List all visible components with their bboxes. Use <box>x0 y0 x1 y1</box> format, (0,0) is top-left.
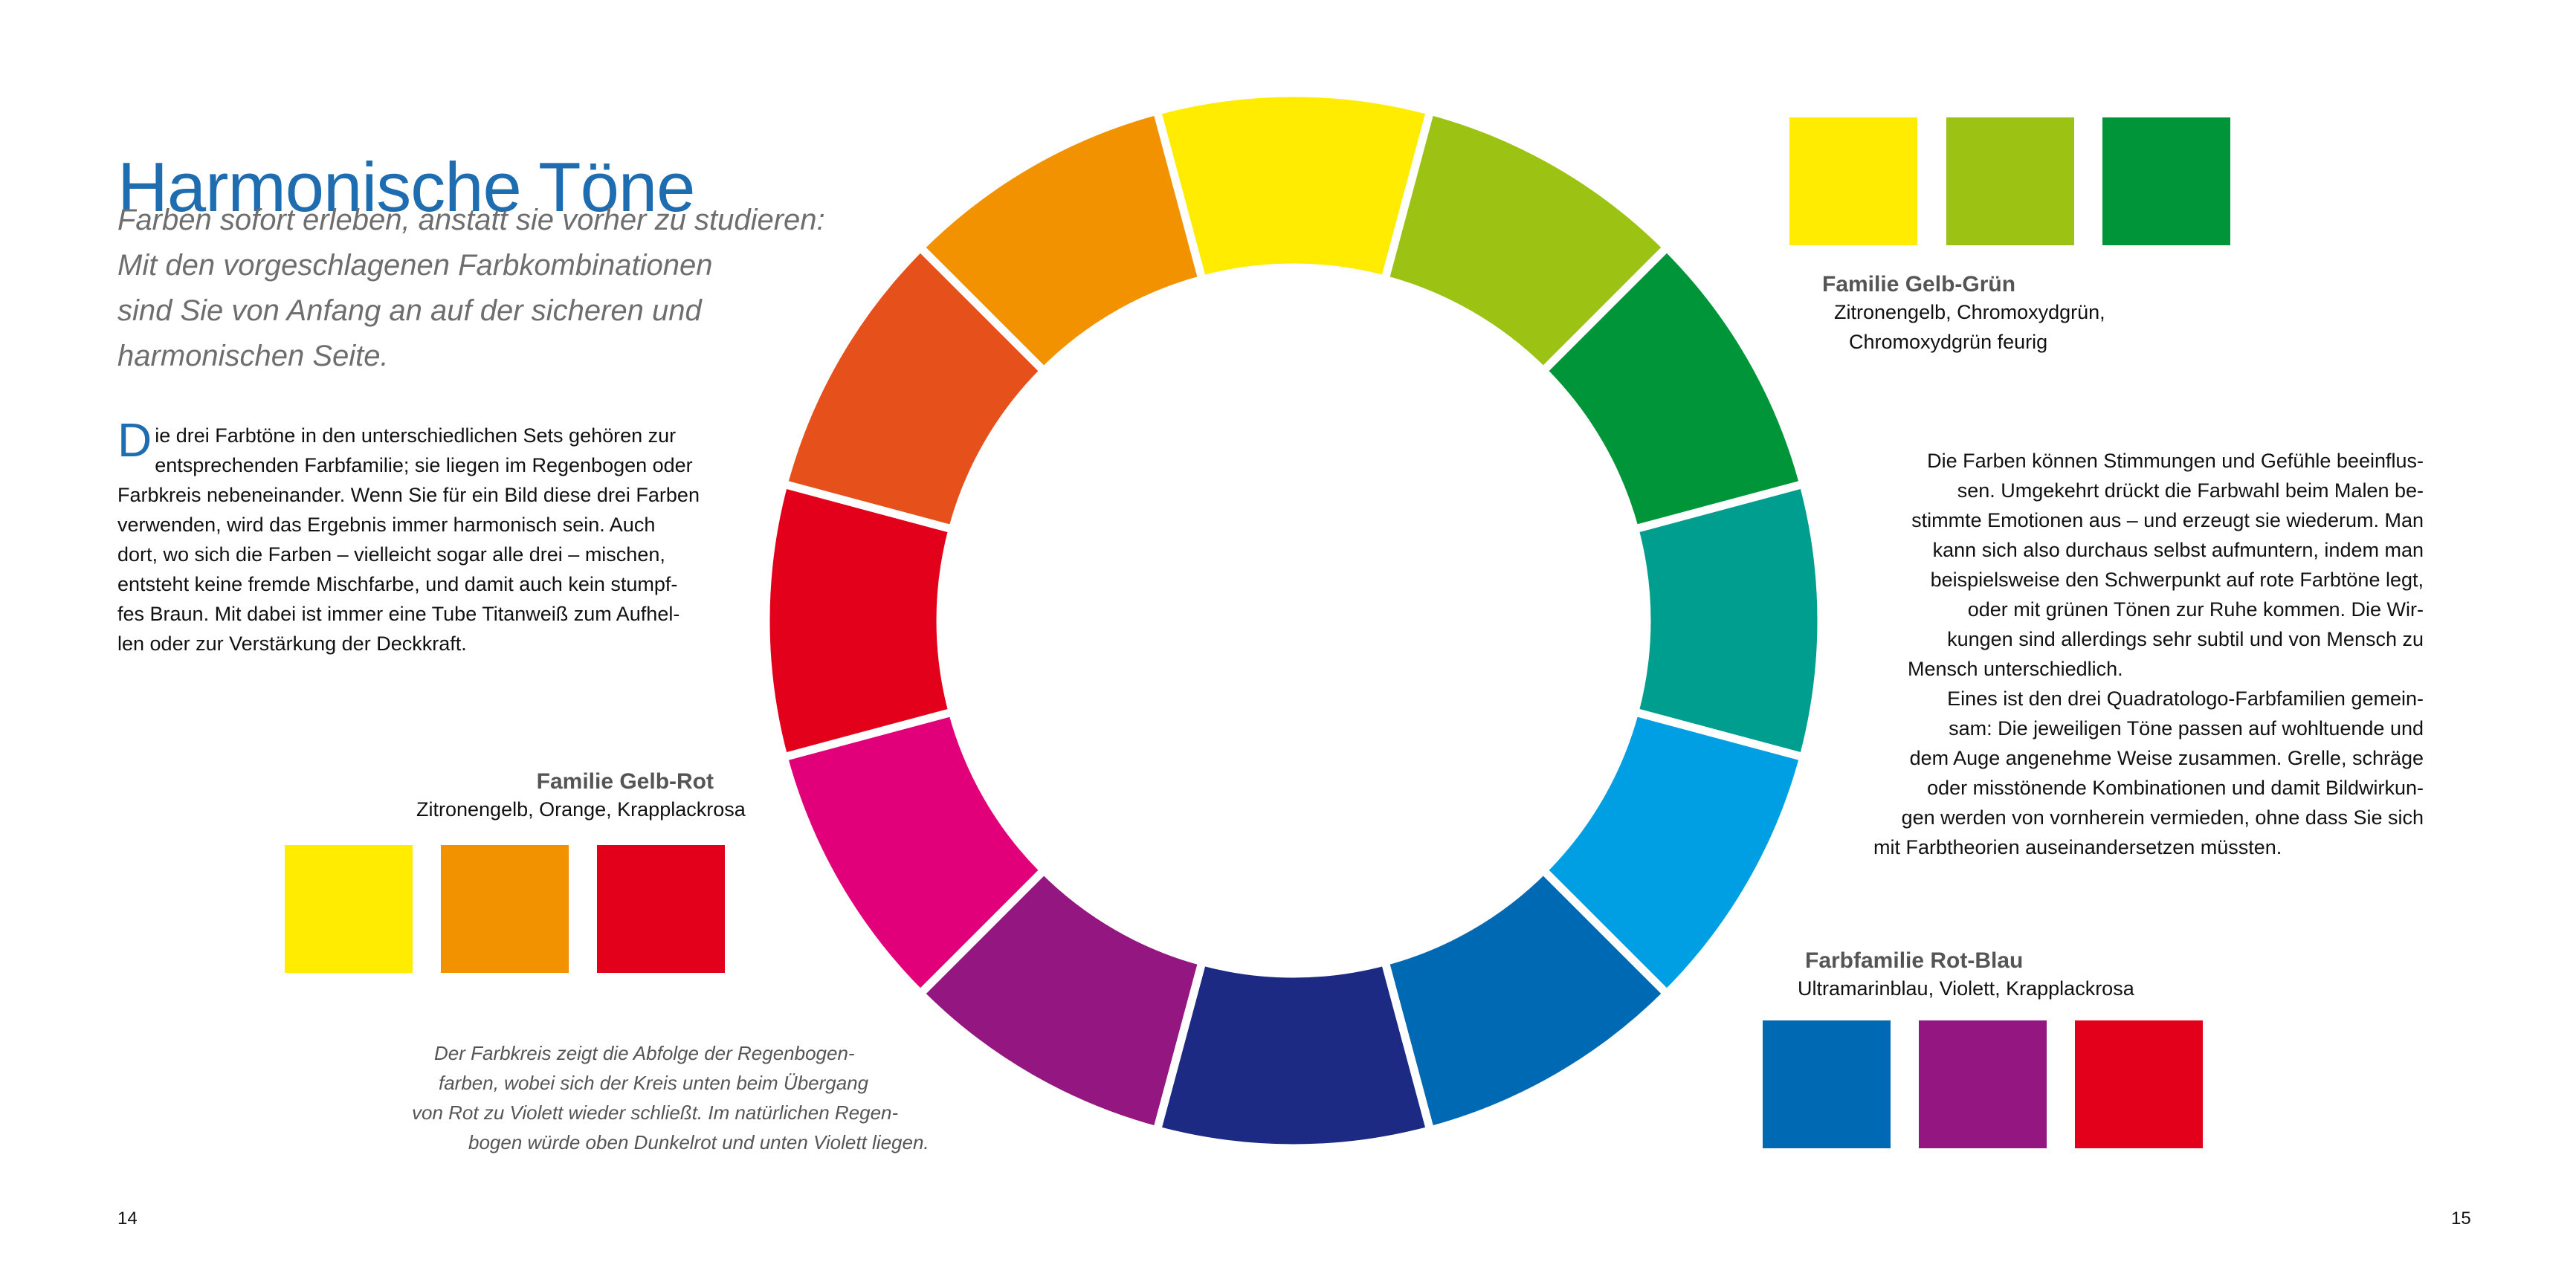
drop-cap: D <box>117 413 152 467</box>
family-gelb-rot-label: Familie Gelb-Rot Zitronengelb, Orange, K… <box>416 769 746 824</box>
intro-line: verwenden, wird das Ergebnis immer harmo… <box>117 514 656 536</box>
swatch-zitronengelb <box>1789 117 1917 245</box>
body-line: Mensch unterschiedlich. <box>1908 658 2123 680</box>
subtitle: Farben sofort erleben, anstatt sie vorhe… <box>117 198 825 379</box>
intro-line: dort, wo sich die Farben – vielleicht so… <box>117 543 665 566</box>
caption-line: bogen würde oben Dunkelrot und unten Vio… <box>468 1131 929 1153</box>
page-number-right: 15 <box>2451 1208 2471 1229</box>
body-line: oder mit grünen Tönen zur Ruhe kommen. D… <box>1967 598 2424 621</box>
intro-line: len oder zur Verstärkung der Deckkraft. <box>117 632 467 655</box>
body-line: gen werden von vornherein vermieden, ohn… <box>1901 806 2424 829</box>
body-line: mit Farbtheorien auseinandersetzen müsst… <box>1873 836 2282 858</box>
color-wheel <box>766 93 1821 1148</box>
wheel-caption: Der Farbkreis zeigt die Abfolge der Rege… <box>401 1038 966 1157</box>
family-gelb-gruen-label: Familie Gelb-Grün Zitronengelb, Chromoxy… <box>1822 272 2105 357</box>
body-line: stimmte Emotionen aus – und erzeugt sie … <box>1911 509 2424 531</box>
swatch-violett <box>1919 1020 2047 1148</box>
family-colors: Zitronengelb, Chromoxydgrün, <box>1834 301 2105 323</box>
intro-line: entsteht keine fremde Mischfarbe, und da… <box>117 573 678 595</box>
body-line: sen. Umgekehrt drückt die Farbwahl beim … <box>1957 479 2424 502</box>
swatch-chromoxydgruen <box>1946 117 2074 245</box>
intro-line: ie drei Farbtöne in den unterschiedliche… <box>155 424 677 447</box>
swatch-zitronengelb <box>285 845 413 973</box>
page-number-left: 14 <box>117 1208 138 1229</box>
family-colors: Chromoxydgrün feurig <box>1849 331 2048 353</box>
subtitle-line: Mit den vorgeschlagenen Farbkombinatione… <box>117 249 713 282</box>
body-line: kann sich also durchaus selbst aufmunter… <box>1932 539 2424 561</box>
body-line: beispielsweise den Schwerpunkt auf rote … <box>1930 569 2424 591</box>
swatch-krapplackrosa <box>597 845 725 973</box>
family-title: Farbfamilie Rot-Blau <box>1805 948 2024 973</box>
family-colors: Zitronengelb, Orange, Krapplackrosa <box>416 798 746 821</box>
page-title: Harmonische Töne <box>117 147 695 226</box>
swatch-ultramarinblau <box>1763 1020 1891 1148</box>
caption-line: farben, wobei sich der Kreis unten beim … <box>439 1072 869 1094</box>
subtitle-line: harmonischen Seite. <box>117 340 389 372</box>
subtitle-line: Farben sofort erleben, anstatt sie vorhe… <box>117 204 825 236</box>
swatch-orange <box>441 845 569 973</box>
body-line: kungen sind allerdings sehr subtil und v… <box>1947 628 2424 650</box>
body-line: Die Farben können Stimmungen und Gefühle… <box>1927 450 2424 472</box>
subtitle-line: sind Sie von Anfang an auf der sicheren … <box>117 294 702 327</box>
intro-line: fes Braun. Mit dabei ist immer eine Tube… <box>117 603 680 625</box>
family-rot-blau-label: Farbfamilie Rot-Blau Ultramarinblau, Vio… <box>1798 948 2134 1003</box>
mood-paragraph: Die Farben können Stimmungen und Gefühle… <box>1873 446 2424 862</box>
body-line: oder misstönende Kombinationen und damit… <box>1927 777 2424 799</box>
family-title: Familie Gelb-Rot <box>536 769 714 794</box>
body-line: Eines ist den drei Quadratologo-Farbfami… <box>1947 687 2424 710</box>
wheel-segment <box>914 106 1207 377</box>
body-line: sam: Die jeweiligen Töne passen auf wohl… <box>1949 717 2424 740</box>
caption-line: Der Farbkreis zeigt die Abfolge der Rege… <box>434 1042 855 1064</box>
intro-line: Farbkreis nebeneinander. Wenn Sie für ei… <box>117 484 700 506</box>
family-colors: Ultramarinblau, Violett, Krapplackrosa <box>1798 977 2134 1000</box>
intro-line: entsprechenden Farbfamilie; sie liegen i… <box>155 454 693 476</box>
intro-paragraph: D ie drei Farbtöne in den unterschiedlic… <box>117 413 712 658</box>
swatch-chromoxydgruen-feurig <box>2102 117 2230 245</box>
swatch-krapplackrosa <box>2075 1020 2203 1148</box>
body-line: dem Auge angenehme Weise zusammen. Grell… <box>1909 747 2424 769</box>
family-title: Familie Gelb-Grün <box>1822 272 2016 297</box>
caption-line: von Rot zu Violett wieder schließt. Im n… <box>412 1101 899 1124</box>
